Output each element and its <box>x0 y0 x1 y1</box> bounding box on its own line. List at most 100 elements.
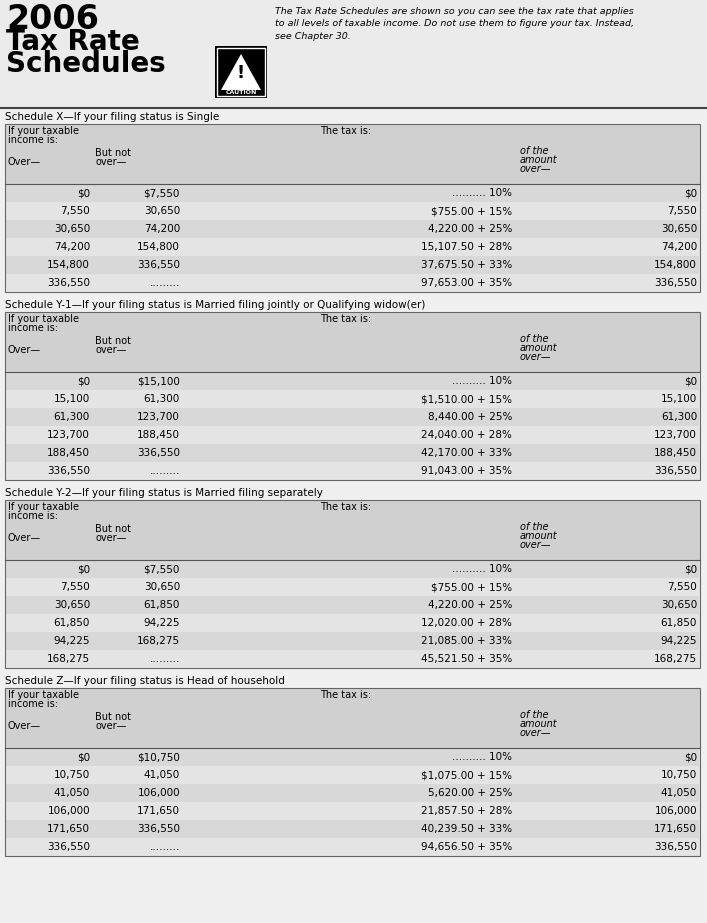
Text: 41,050: 41,050 <box>54 788 90 798</box>
Text: 30,650: 30,650 <box>54 600 90 610</box>
Bar <box>6 650 699 667</box>
Text: $0: $0 <box>77 752 90 762</box>
Text: 336,550: 336,550 <box>47 842 90 852</box>
Text: $0: $0 <box>77 564 90 574</box>
Text: 168,275: 168,275 <box>47 654 90 664</box>
Text: 4,220.00 + 25%: 4,220.00 + 25% <box>428 224 512 234</box>
Text: 171,650: 171,650 <box>47 824 90 834</box>
Bar <box>6 274 699 292</box>
Text: 336,550: 336,550 <box>47 466 90 476</box>
Text: income is:: income is: <box>8 323 58 333</box>
Bar <box>5 312 700 480</box>
Bar <box>6 766 699 784</box>
Text: 94,225: 94,225 <box>54 636 90 646</box>
Text: 61,300: 61,300 <box>661 412 697 422</box>
Text: 40,239.50 + 33%: 40,239.50 + 33% <box>421 824 512 834</box>
Bar <box>6 462 699 480</box>
Text: Tax Rate: Tax Rate <box>6 28 140 56</box>
Bar <box>6 390 699 407</box>
Text: $7,550: $7,550 <box>144 564 180 574</box>
Text: CAUTION: CAUTION <box>226 90 257 95</box>
Text: .........: ......... <box>150 842 180 852</box>
Bar <box>5 688 700 856</box>
Text: 30,650: 30,650 <box>661 224 697 234</box>
Text: 15,100: 15,100 <box>661 394 697 404</box>
Text: 154,800: 154,800 <box>137 242 180 252</box>
Text: to all levels of taxable income. Do not use them to figure your tax. Instead,: to all levels of taxable income. Do not … <box>275 19 634 29</box>
Text: The tax is:: The tax is: <box>320 314 372 324</box>
Text: The tax is:: The tax is: <box>320 502 372 512</box>
Text: 30,650: 30,650 <box>144 206 180 216</box>
Text: 4,220.00 + 25%: 4,220.00 + 25% <box>428 600 512 610</box>
Text: $15,100: $15,100 <box>137 376 180 386</box>
Text: over—: over— <box>520 540 551 550</box>
Bar <box>6 238 699 256</box>
Text: $7,550: $7,550 <box>144 188 180 198</box>
Text: 41,050: 41,050 <box>661 788 697 798</box>
Text: 7,550: 7,550 <box>667 206 697 216</box>
Text: 188,450: 188,450 <box>654 448 697 458</box>
Bar <box>6 444 699 462</box>
Bar <box>5 500 700 560</box>
Text: 336,550: 336,550 <box>137 260 180 270</box>
Text: $1,510.00 + 15%: $1,510.00 + 15% <box>421 394 512 404</box>
Text: 74,200: 74,200 <box>661 242 697 252</box>
Text: of the: of the <box>520 334 549 344</box>
Text: $0: $0 <box>77 376 90 386</box>
Text: amount: amount <box>520 343 558 353</box>
Bar <box>5 500 700 668</box>
Text: Over—: Over— <box>8 157 41 167</box>
Text: $755.00 + 15%: $755.00 + 15% <box>431 206 512 216</box>
Text: over—: over— <box>95 157 127 167</box>
Text: Over—: Over— <box>8 533 41 543</box>
Text: 30,650: 30,650 <box>661 600 697 610</box>
Text: 21,085.00 + 33%: 21,085.00 + 33% <box>421 636 512 646</box>
Text: If your taxable: If your taxable <box>8 314 79 324</box>
Bar <box>5 124 700 292</box>
Text: $0: $0 <box>684 376 697 386</box>
Text: If your taxable: If your taxable <box>8 126 79 136</box>
Text: 106,000: 106,000 <box>137 788 180 798</box>
Bar <box>6 578 699 595</box>
Text: .........: ......... <box>150 654 180 664</box>
Bar <box>6 748 699 765</box>
Bar <box>6 838 699 856</box>
Text: 7,550: 7,550 <box>60 206 90 216</box>
Text: 94,225: 94,225 <box>144 618 180 628</box>
Text: see Chapter 30.: see Chapter 30. <box>275 32 351 41</box>
Text: 61,850: 61,850 <box>144 600 180 610</box>
Bar <box>6 596 699 614</box>
Text: .........: ......... <box>150 466 180 476</box>
Text: 188,450: 188,450 <box>47 448 90 458</box>
Text: 123,700: 123,700 <box>47 430 90 440</box>
Text: 123,700: 123,700 <box>654 430 697 440</box>
Bar <box>6 560 699 578</box>
Text: $10,750: $10,750 <box>137 752 180 762</box>
Bar <box>6 256 699 273</box>
Bar <box>6 784 699 801</box>
Text: 41,050: 41,050 <box>144 770 180 780</box>
Text: 74,200: 74,200 <box>54 242 90 252</box>
Text: of the: of the <box>520 146 549 156</box>
Text: 171,650: 171,650 <box>137 806 180 816</box>
Bar <box>6 614 699 631</box>
Text: 37,675.50 + 33%: 37,675.50 + 33% <box>421 260 512 270</box>
Text: 45,521.50 + 35%: 45,521.50 + 35% <box>421 654 512 664</box>
Text: 168,275: 168,275 <box>137 636 180 646</box>
Text: But not: But not <box>95 148 131 158</box>
Text: 97,653.00 + 35%: 97,653.00 + 35% <box>421 278 512 288</box>
Text: 61,300: 61,300 <box>54 412 90 422</box>
Bar <box>6 220 699 237</box>
Text: Schedule X—If your filing status is Single: Schedule X—If your filing status is Sing… <box>5 112 219 122</box>
Bar <box>217 48 265 96</box>
Text: $755.00 + 15%: $755.00 + 15% <box>431 582 512 592</box>
Text: over—: over— <box>520 728 551 738</box>
Bar <box>5 124 700 292</box>
Text: 7,550: 7,550 <box>60 582 90 592</box>
Text: Over—: Over— <box>8 721 41 731</box>
Bar <box>5 312 700 480</box>
Text: 106,000: 106,000 <box>655 806 697 816</box>
Text: 336,550: 336,550 <box>654 842 697 852</box>
Text: $0: $0 <box>684 752 697 762</box>
Text: amount: amount <box>520 531 558 541</box>
